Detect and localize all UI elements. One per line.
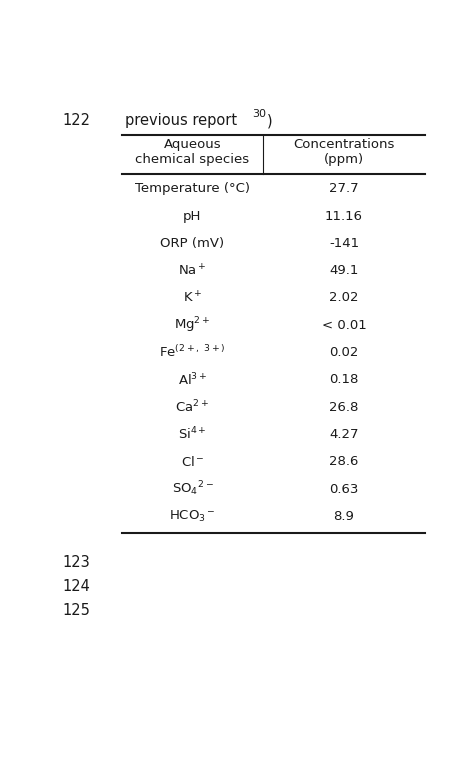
Text: 124: 124 [63,579,91,594]
Text: 11.16: 11.16 [325,210,363,223]
Text: 26.8: 26.8 [329,401,359,414]
Text: 4.27: 4.27 [329,428,359,441]
Text: 0.63: 0.63 [329,483,359,496]
Text: Al$^{3+}$: Al$^{3+}$ [178,372,207,388]
Text: Si$^{4+}$: Si$^{4+}$ [178,426,207,443]
Text: 28.6: 28.6 [329,456,359,468]
Text: 123: 123 [63,555,91,571]
Text: 0.02: 0.02 [329,346,359,359]
Text: ORP (mV): ORP (mV) [160,237,225,250]
Text: < 0.01: < 0.01 [321,318,366,332]
Text: Fe$^{(2+,\ 3+)}$: Fe$^{(2+,\ 3+)}$ [159,345,226,361]
Text: 2.02: 2.02 [329,291,359,305]
Text: 49.1: 49.1 [329,264,359,277]
Text: Aqueous
chemical species: Aqueous chemical species [136,138,249,167]
Text: SO$_4$$^{2-}$: SO$_4$$^{2-}$ [172,480,213,498]
Text: previous report: previous report [125,113,242,128]
Text: Temperature (°C): Temperature (°C) [135,182,250,195]
Text: pH: pH [183,210,201,223]
Text: Concentrations
(ppm): Concentrations (ppm) [293,138,395,167]
Text: 8.9: 8.9 [334,510,355,523]
Text: -141: -141 [329,237,359,250]
Text: Na$^+$: Na$^+$ [178,263,207,278]
Text: 125: 125 [63,603,91,618]
Text: HCO$_3$$^-$: HCO$_3$$^-$ [169,509,216,524]
Text: 0.18: 0.18 [329,373,359,386]
Text: K$^+$: K$^+$ [182,290,202,305]
Text: Ca$^{2+}$: Ca$^{2+}$ [175,399,210,416]
Text: Mg$^{2+}$: Mg$^{2+}$ [174,315,210,335]
Text: 27.7: 27.7 [329,182,359,195]
Text: Cl$^-$: Cl$^-$ [181,455,204,469]
Text: 30: 30 [252,109,266,119]
Text: ): ) [267,113,273,128]
Text: 122: 122 [63,113,91,128]
